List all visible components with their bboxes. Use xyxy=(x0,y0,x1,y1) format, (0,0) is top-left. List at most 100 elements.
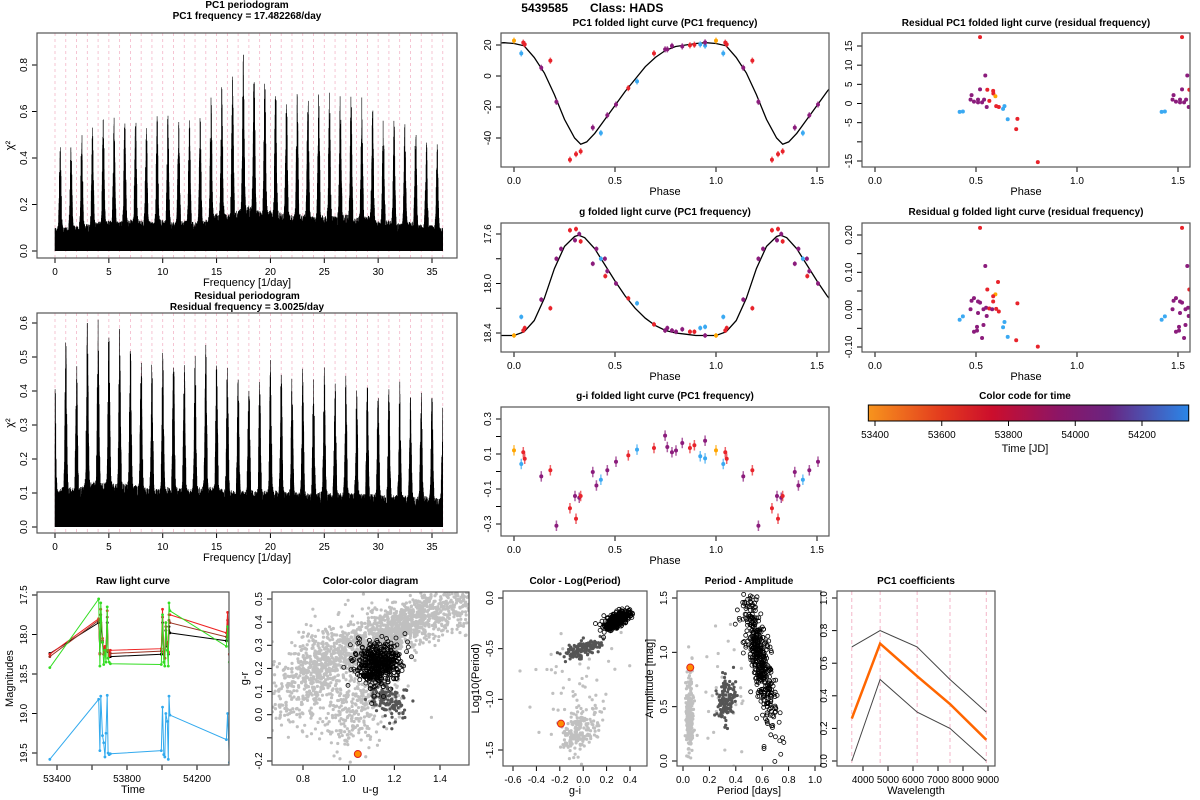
background-star-point xyxy=(389,632,393,636)
background-star-point xyxy=(332,641,336,645)
background-star-point xyxy=(375,743,380,747)
data-point xyxy=(1177,328,1182,333)
reference-star-point xyxy=(396,706,400,710)
background-star-point xyxy=(284,700,288,704)
y-tick-label: -0.1 xyxy=(483,480,494,498)
background-star-point xyxy=(482,586,485,589)
reference-star-circle xyxy=(399,668,405,673)
background-star-point xyxy=(463,586,466,589)
reference-star-point xyxy=(390,727,394,731)
background-star-point xyxy=(376,628,380,632)
background-star-point xyxy=(341,636,345,640)
background-star-point xyxy=(501,584,504,587)
background-star-point xyxy=(373,606,377,610)
background-star-point xyxy=(569,715,573,719)
data-point xyxy=(578,239,583,244)
background-star-point xyxy=(290,670,294,674)
data-point xyxy=(590,261,595,266)
background-star-point xyxy=(465,588,468,591)
background-star-point xyxy=(295,712,299,717)
background-star-point xyxy=(337,705,342,710)
background-star-point xyxy=(474,593,477,596)
data-point xyxy=(574,227,579,232)
background-star-point xyxy=(338,654,343,659)
background-star-point xyxy=(686,737,690,741)
background-star-point xyxy=(447,612,452,616)
background-star-point xyxy=(334,713,338,717)
background-star-point xyxy=(339,644,344,649)
background-star-point xyxy=(339,692,343,696)
reference-star-point xyxy=(567,643,571,647)
background-star-point xyxy=(441,628,445,632)
data-point xyxy=(978,35,983,40)
x-tick-label: 15 xyxy=(211,542,223,553)
reference-star-circle xyxy=(405,644,411,650)
data-point xyxy=(775,238,780,243)
background-star-point xyxy=(471,586,474,589)
background-star-point xyxy=(568,749,572,753)
background-star-point xyxy=(314,698,318,702)
background-star-point xyxy=(465,621,469,625)
background-star-point xyxy=(439,596,443,601)
reference-star-point xyxy=(395,691,399,695)
reference-star-point xyxy=(586,648,590,652)
background-star-point xyxy=(545,667,549,672)
reference-star-point xyxy=(558,652,562,656)
background-star-point xyxy=(464,613,468,617)
panel-f2: g folded light curve (PC1 frequency)0.0 0… xyxy=(483,207,830,383)
background-star-point xyxy=(342,675,346,680)
data-point xyxy=(548,306,553,311)
background-star-point xyxy=(268,696,271,699)
background-star-point xyxy=(320,666,324,671)
reference-star-circle xyxy=(614,615,620,621)
background-star-point xyxy=(328,672,332,677)
background-star-point xyxy=(580,737,584,741)
background-star-point xyxy=(294,666,299,670)
reference-star-point xyxy=(589,646,593,650)
background-star-point xyxy=(303,723,307,727)
background-star-point xyxy=(344,670,348,675)
data-point xyxy=(780,494,785,498)
y-axis-label: χ² xyxy=(4,418,16,428)
panel-title: Color-color diagram xyxy=(323,576,419,587)
reference-star-circle xyxy=(391,665,397,670)
data-point xyxy=(605,113,610,118)
reference-star-point xyxy=(397,711,401,716)
x-tick-label: 1.0 xyxy=(709,176,723,187)
background-star-point xyxy=(413,643,417,647)
background-star-point xyxy=(687,728,691,732)
background-star-point xyxy=(389,611,393,615)
background-star-point xyxy=(588,729,593,733)
background-star-point xyxy=(392,634,396,638)
background-star-point xyxy=(341,700,346,705)
background-star-point xyxy=(346,733,350,737)
background-star-point xyxy=(329,732,333,736)
background-star-point xyxy=(272,663,276,667)
background-star-point xyxy=(328,704,332,708)
background-star-point xyxy=(369,627,373,632)
background-star-point xyxy=(374,634,378,639)
background-star-point xyxy=(280,684,284,689)
background-star-point xyxy=(490,588,493,591)
background-star-point xyxy=(309,664,313,668)
background-star-point xyxy=(509,586,512,589)
background-star-point xyxy=(331,651,336,656)
background-star-point xyxy=(342,730,347,734)
reference-star-point xyxy=(363,697,368,702)
data-point xyxy=(816,102,821,107)
plot-area xyxy=(54,33,444,258)
background-star-point xyxy=(323,647,327,651)
background-star-point xyxy=(312,702,317,706)
data-point xyxy=(983,73,988,78)
background-star-point xyxy=(320,653,324,657)
x-tick-label: 1.0 xyxy=(709,361,723,372)
reference-star-circle xyxy=(381,644,387,649)
background-star-point xyxy=(348,662,352,666)
data-point xyxy=(522,326,527,331)
background-star-point xyxy=(590,706,595,711)
data-point xyxy=(780,149,785,154)
background-star-point xyxy=(687,676,691,680)
background-star-point xyxy=(303,680,308,684)
background-star-point xyxy=(264,731,267,734)
